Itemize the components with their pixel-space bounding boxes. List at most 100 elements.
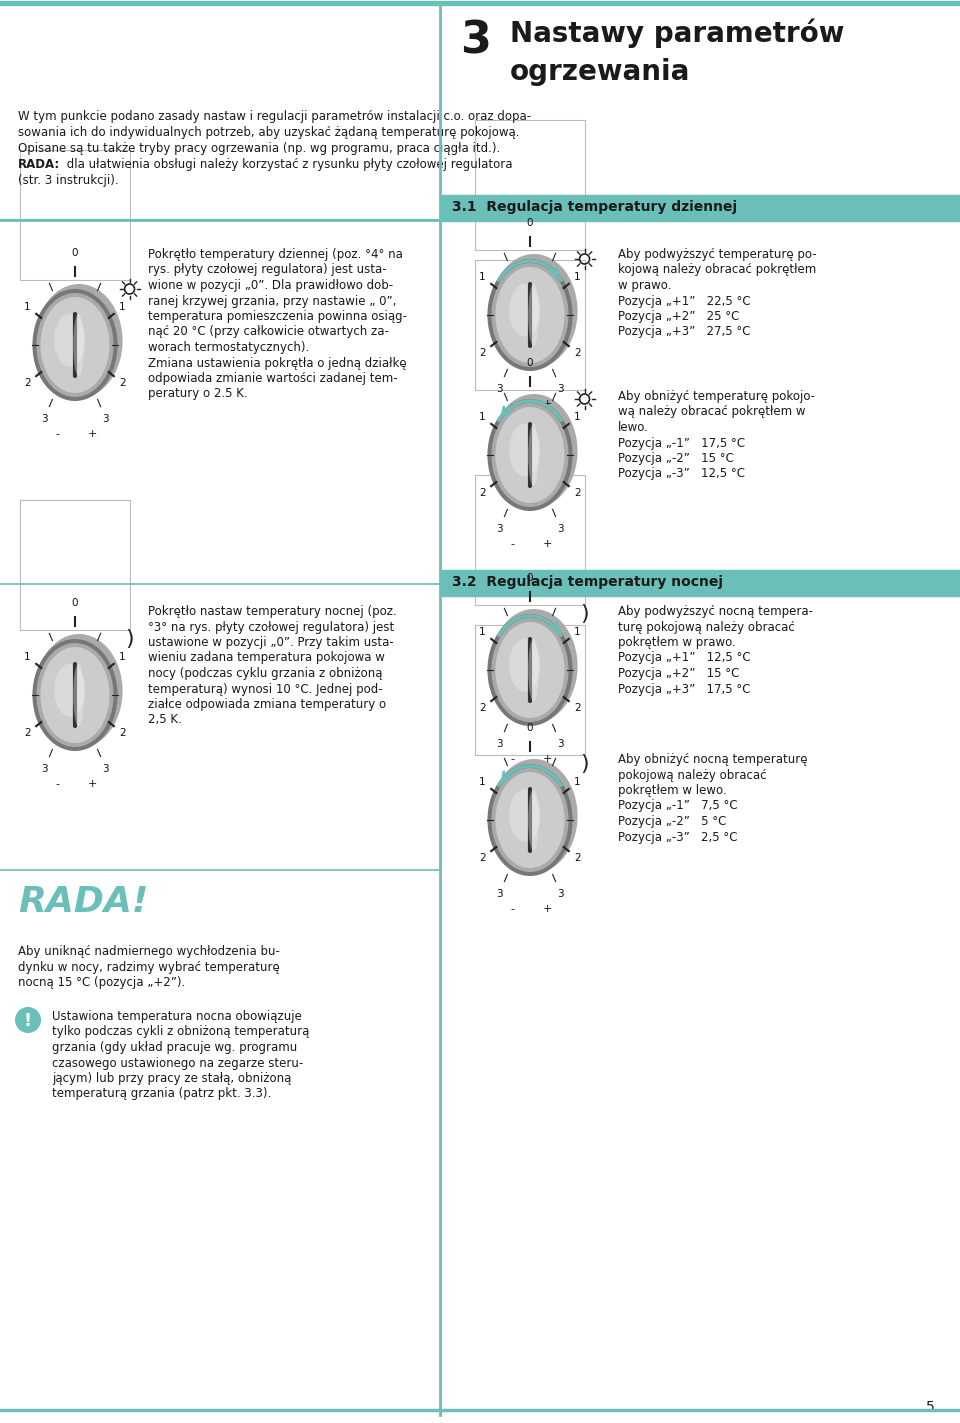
Text: 3: 3 xyxy=(41,414,48,424)
Ellipse shape xyxy=(40,297,109,393)
Text: jącym) lub przy pracy ze stałą, obniżoną: jącym) lub przy pracy ze stałą, obniżoną xyxy=(52,1072,292,1084)
Text: 0: 0 xyxy=(527,218,533,228)
Text: 1: 1 xyxy=(479,411,486,421)
Text: Nastawy parametrów: Nastawy parametrów xyxy=(510,18,845,47)
Ellipse shape xyxy=(33,289,117,401)
Text: ranej krzywej grzania, przy nastawie „ 0”,: ranej krzywej grzania, przy nastawie „ 0… xyxy=(148,295,396,307)
Text: 1: 1 xyxy=(119,652,126,662)
Text: Pozycja „-2”   5 °C: Pozycja „-2” 5 °C xyxy=(618,815,727,828)
Text: nocy (podczas cyklu grzania z obniżoną: nocy (podczas cyklu grzania z obniżoną xyxy=(148,667,382,680)
Text: ): ) xyxy=(580,603,588,625)
Ellipse shape xyxy=(36,293,113,397)
Text: ): ) xyxy=(580,754,588,774)
Text: grzania (gdy układ pracuje wg. programu: grzania (gdy układ pracuje wg. programu xyxy=(52,1042,298,1054)
Text: +: + xyxy=(87,430,97,440)
Ellipse shape xyxy=(528,639,539,702)
Text: 2: 2 xyxy=(119,379,126,388)
Text: ): ) xyxy=(125,629,133,649)
Ellipse shape xyxy=(55,663,85,717)
Text: Aby uniknąć nadmiernego wychłodzenia bu-: Aby uniknąć nadmiernego wychłodzenia bu- xyxy=(18,945,280,958)
Bar xyxy=(440,571,960,596)
Text: 2: 2 xyxy=(479,488,486,498)
Text: dla ułatwienia obsługi należy korzystać z rysunku płyty czołowej regulatora: dla ułatwienia obsługi należy korzystać … xyxy=(63,158,513,171)
Text: 1: 1 xyxy=(479,777,486,787)
Text: wieniu zadana temperatura pokojowa w: wieniu zadana temperatura pokojowa w xyxy=(148,652,385,665)
Text: 0: 0 xyxy=(527,359,533,369)
Ellipse shape xyxy=(40,647,109,743)
Text: °3° na rys. płyty czołowej regulatora) jest: °3° na rys. płyty czołowej regulatora) j… xyxy=(148,620,395,633)
Text: Pozycja „+3”   17,5 °C: Pozycja „+3” 17,5 °C xyxy=(618,683,751,696)
Text: 3: 3 xyxy=(103,764,108,774)
Text: 3: 3 xyxy=(558,384,564,394)
Text: 2: 2 xyxy=(574,488,581,498)
Ellipse shape xyxy=(488,259,572,371)
Text: 3: 3 xyxy=(558,739,564,748)
Text: 1: 1 xyxy=(24,652,31,662)
Text: ustawione w pozycji „0”. Przy takim usta-: ustawione w pozycji „0”. Przy takim usta… xyxy=(148,636,394,649)
Text: nocną 15 °C (pozycja „+2”).: nocną 15 °C (pozycja „+2”). xyxy=(18,976,185,989)
Text: Aby podwyższyć nocną tempera-: Aby podwyższyć nocną tempera- xyxy=(618,605,813,618)
Text: 3: 3 xyxy=(103,414,108,424)
Text: Pozycja „+3”   27,5 °C: Pozycja „+3” 27,5 °C xyxy=(618,326,751,339)
Ellipse shape xyxy=(36,285,123,398)
Text: 1: 1 xyxy=(574,628,581,638)
Ellipse shape xyxy=(528,424,539,487)
Text: Pozycja „-2”   15 °C: Pozycja „-2” 15 °C xyxy=(618,453,733,465)
Bar xyxy=(440,195,960,221)
Text: -: - xyxy=(511,539,515,549)
Ellipse shape xyxy=(55,314,85,367)
Text: RADA!: RADA! xyxy=(18,885,149,919)
Text: Pokrętło temperatury dziennej (poz. °4° na: Pokrętło temperatury dziennej (poz. °4° … xyxy=(148,248,403,260)
Ellipse shape xyxy=(491,394,578,508)
Text: sowania ich do indywidualnych potrzeb, aby uzyskać żądaną temperaturę pokojową.: sowania ich do indywidualnych potrzeb, a… xyxy=(18,127,519,139)
Ellipse shape xyxy=(509,639,540,692)
Text: Aby podwyższyć temperaturę po-: Aby podwyższyć temperaturę po- xyxy=(618,248,817,260)
Text: Aby obniżyć nocną temperaturę: Aby obniżyć nocną temperaturę xyxy=(618,753,807,766)
Text: Pozycja „-1”   7,5 °C: Pozycja „-1” 7,5 °C xyxy=(618,800,737,813)
Text: w prawo.: w prawo. xyxy=(618,279,671,292)
Ellipse shape xyxy=(73,663,84,726)
Text: 0: 0 xyxy=(527,723,533,733)
Ellipse shape xyxy=(491,253,578,369)
Text: 0: 0 xyxy=(527,573,533,583)
Ellipse shape xyxy=(495,622,564,719)
Text: wione w pozycji „0”. Dla prawidłowo dob-: wione w pozycji „0”. Dla prawidłowo dob- xyxy=(148,279,394,292)
Ellipse shape xyxy=(495,773,564,868)
Text: turę pokojową należy obracać: turę pokojową należy obracać xyxy=(618,620,795,633)
Circle shape xyxy=(15,1007,41,1033)
Text: tylko podczas cykli z obniżoną temperaturą: tylko podczas cykli z obniżoną temperatu… xyxy=(52,1026,309,1039)
Text: Aby obniżyć temperaturę pokojo-: Aby obniżyć temperaturę pokojo- xyxy=(618,390,815,403)
Text: RADA:: RADA: xyxy=(18,158,60,171)
Text: 2: 2 xyxy=(574,854,581,864)
Text: +: + xyxy=(542,539,552,549)
Text: 2: 2 xyxy=(479,703,486,713)
Text: 3: 3 xyxy=(41,764,48,774)
Text: temperatura pomieszczenia powinna osiąg-: temperatura pomieszczenia powinna osiąg- xyxy=(148,310,407,323)
Ellipse shape xyxy=(33,639,117,751)
Text: 0: 0 xyxy=(72,598,79,609)
Text: Opisane są tu także tryby pracy ogrzewania (np. wg programu, praca ciągła itd.).: Opisane są tu także tryby pracy ogrzewan… xyxy=(18,142,500,155)
Text: odpowiada zmianie wartości zadanej tem-: odpowiada zmianie wartości zadanej tem- xyxy=(148,371,397,386)
Text: 2: 2 xyxy=(574,349,581,359)
Ellipse shape xyxy=(491,609,578,723)
Ellipse shape xyxy=(528,283,539,346)
Ellipse shape xyxy=(495,268,564,363)
Text: +: + xyxy=(87,780,97,790)
Text: 3: 3 xyxy=(496,888,503,899)
Bar xyxy=(475,260,585,390)
Text: 3.1  Regulacja temperatury dziennej: 3.1 Regulacja temperatury dziennej xyxy=(452,201,737,213)
Text: 1: 1 xyxy=(479,628,486,638)
Ellipse shape xyxy=(36,643,113,747)
Text: 2: 2 xyxy=(24,729,31,739)
Text: Pozycja „+2”   25 °C: Pozycja „+2” 25 °C xyxy=(618,310,739,323)
Text: +: + xyxy=(542,754,552,764)
Ellipse shape xyxy=(528,788,539,851)
Text: lewo.: lewo. xyxy=(618,421,649,434)
Text: -: - xyxy=(511,400,515,410)
Text: Pozycja „-3”   12,5 °C: Pozycja „-3” 12,5 °C xyxy=(618,468,745,481)
Bar xyxy=(475,120,585,250)
Text: Pozycja „+2”   15 °C: Pozycja „+2” 15 °C xyxy=(618,667,739,680)
Text: 1: 1 xyxy=(479,272,486,282)
Text: 3: 3 xyxy=(496,384,503,394)
Text: 1: 1 xyxy=(119,302,126,312)
